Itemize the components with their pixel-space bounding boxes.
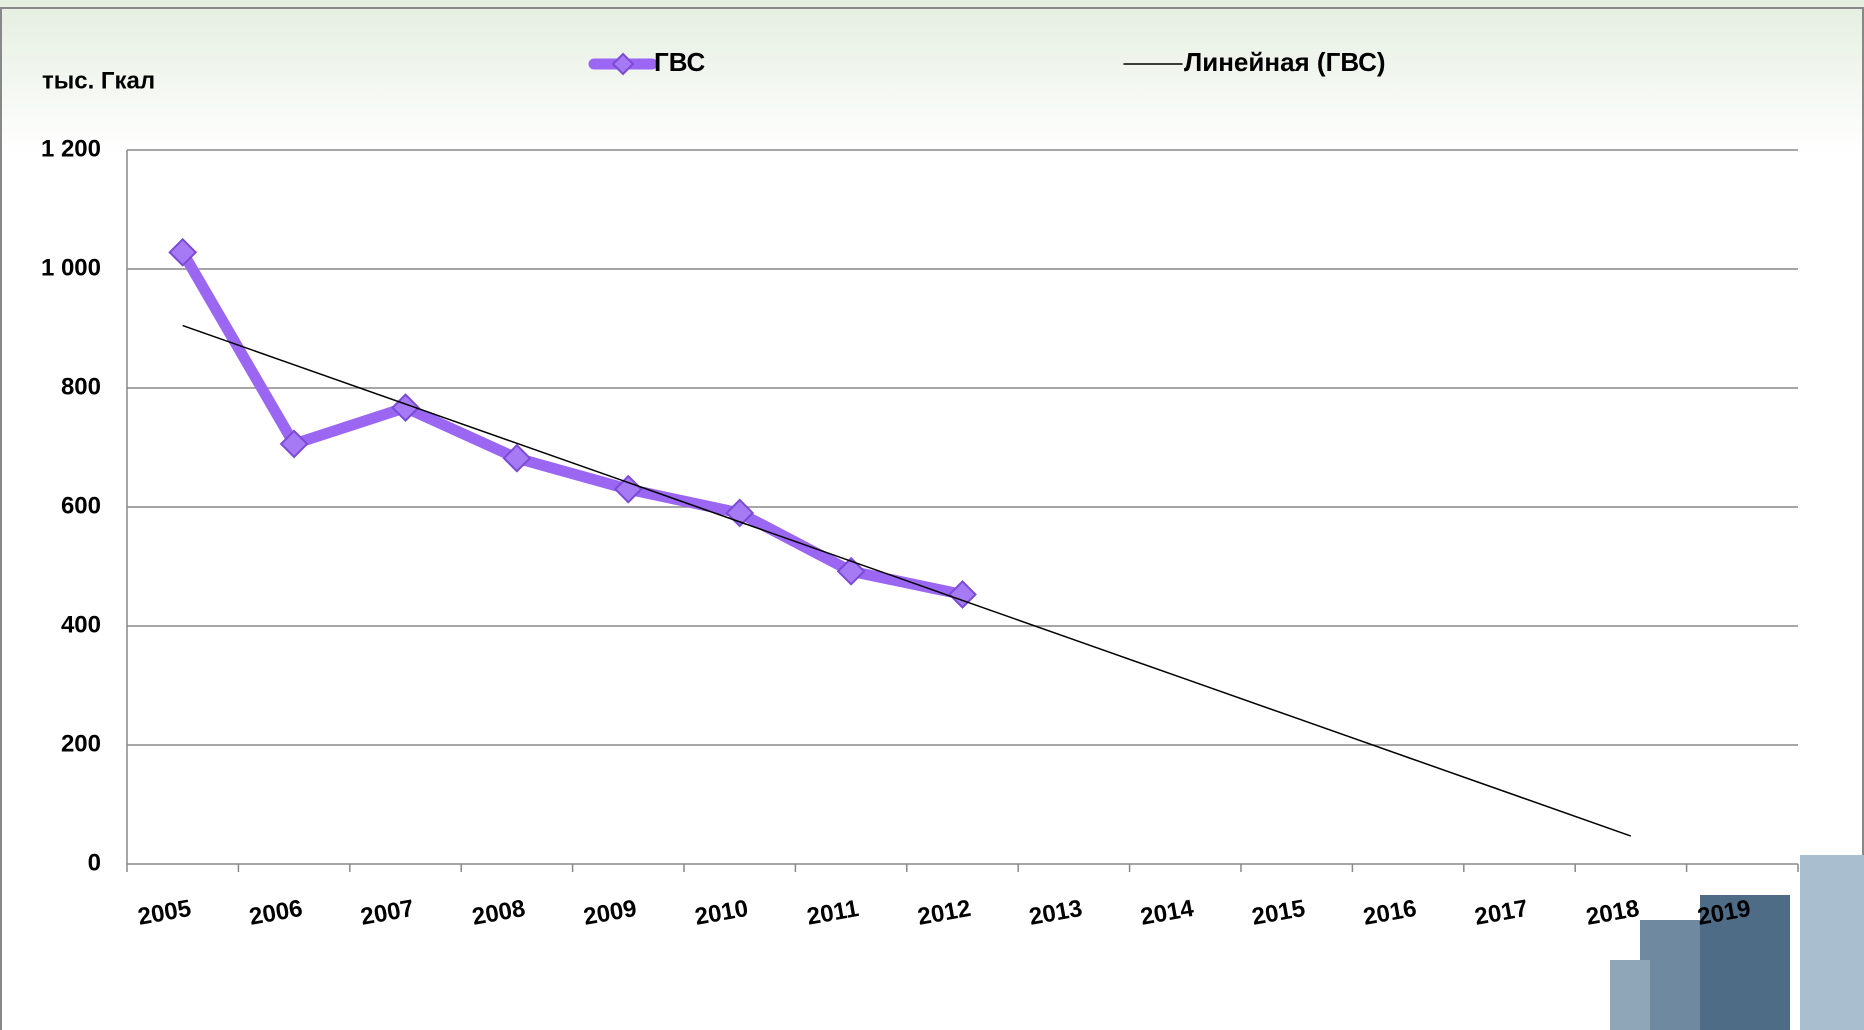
y-tick-label: 200 bbox=[61, 730, 101, 757]
y-tick-label: 0 bbox=[88, 849, 101, 876]
marker bbox=[279, 429, 309, 459]
legend-label: Линейная (ГВС) bbox=[1184, 47, 1386, 77]
y-tick-label: 800 bbox=[61, 373, 101, 400]
marker bbox=[502, 443, 532, 473]
y-tick-label: 1 200 bbox=[41, 135, 101, 162]
series-line bbox=[177, 249, 964, 600]
buildings-decoration bbox=[1610, 855, 1864, 1030]
y-axis-label: тыс. Гкал bbox=[42, 67, 155, 94]
y-tick-label: 400 bbox=[61, 611, 101, 638]
trend-line bbox=[182, 324, 1632, 837]
y-tick-label: 600 bbox=[61, 492, 101, 519]
legend-label: ГВС bbox=[654, 47, 706, 77]
marker bbox=[613, 474, 643, 504]
y-tick-label: 1 000 bbox=[41, 254, 101, 281]
frame bbox=[0, 7, 1864, 1030]
marker bbox=[948, 580, 977, 609]
marker bbox=[168, 237, 198, 267]
legend-marker bbox=[611, 52, 635, 76]
marker bbox=[836, 556, 866, 586]
